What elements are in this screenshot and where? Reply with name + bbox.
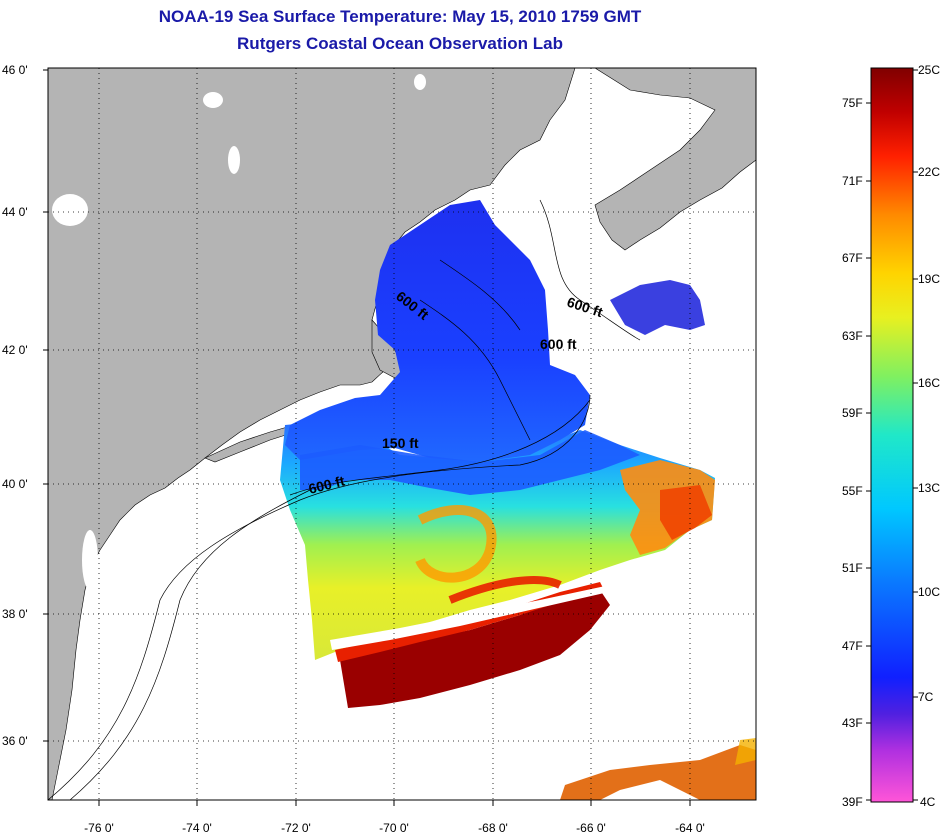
sst-hot-east: [660, 485, 712, 540]
sst-southeast-patches: [560, 745, 756, 800]
contour-label-600ft: 600 ft: [540, 336, 577, 352]
colorbar: [870, 67, 914, 803]
colorbar-c-label: 7C: [918, 690, 934, 704]
cloud-gap: [330, 575, 650, 650]
lon-label: -64 0': [675, 821, 705, 835]
lat-label: 44 0': [2, 205, 28, 219]
land-mainland: [48, 68, 576, 800]
colorbar-f-label: 63F: [842, 329, 863, 343]
colorbar-c-label: 25C: [918, 63, 940, 77]
colorbar-c-label: 19C: [918, 272, 940, 286]
colorbar-c-label: 4C: [920, 795, 936, 809]
sst-georges-bank: [300, 430, 640, 495]
graticule: [48, 68, 756, 800]
colorbar-c-label: 22C: [918, 165, 940, 179]
lon-label: -70 0': [379, 821, 409, 835]
lat-label: 42 0': [2, 343, 28, 357]
colorbar-ticks: [866, 69, 918, 801]
colorbar-f-label: 59F: [842, 406, 863, 420]
lat-label: 38 0': [2, 607, 28, 621]
colorbar-f-label: 39F: [842, 795, 863, 809]
colorbar-f-label: 47F: [842, 639, 863, 653]
sst-red-filament: [448, 576, 562, 604]
lake-patch: [228, 146, 240, 174]
sst-gulf-of-maine: [285, 200, 590, 462]
colorbar-f-label: 43F: [842, 716, 863, 730]
lon-label: -76 0': [84, 821, 114, 835]
land-nova-scotia: [594, 68, 756, 251]
sst-gulf-stream: [340, 590, 610, 708]
colorbar-f-label: 55F: [842, 484, 863, 498]
contour-label-150ft: 150 ft: [382, 435, 419, 451]
lon-label: -66 0': [576, 821, 606, 835]
lat-label: 46 0': [2, 63, 28, 77]
lon-label: -68 0': [478, 821, 508, 835]
lake-patch: [52, 194, 88, 226]
colorbar-f-label: 51F: [842, 561, 863, 575]
lake-patch: [414, 74, 426, 90]
sst-southeast-patches: [735, 738, 756, 765]
colorbar-f-label: 67F: [842, 251, 863, 265]
chesapeake-bay: [82, 530, 98, 590]
lon-label: -74 0': [182, 821, 212, 835]
colorbar-c-label: 10C: [918, 585, 940, 599]
colorbar-f-label: 75F: [842, 96, 863, 110]
lake-patch: [203, 92, 223, 108]
lat-label: 36 0': [2, 734, 28, 748]
map-title: NOAA-19 Sea Surface Temperature: May 15,…: [158, 7, 642, 26]
lat-label: 40 0': [2, 477, 28, 491]
map-subtitle: Rutgers Coastal Ocean Observation Lab: [237, 34, 563, 53]
map-border: [47, 67, 757, 801]
colorbar-c-label: 16C: [918, 376, 940, 390]
sst-scotian-patch: [610, 280, 705, 335]
lon-label: -72 0': [281, 821, 311, 835]
sst-orange-swirl: [415, 505, 497, 583]
colorbar-f-label: 71F: [842, 174, 863, 188]
colorbar-c-label: 13C: [918, 481, 940, 495]
bathymetry-contours: [48, 199, 641, 800]
axis-ticks: [43, 69, 691, 806]
